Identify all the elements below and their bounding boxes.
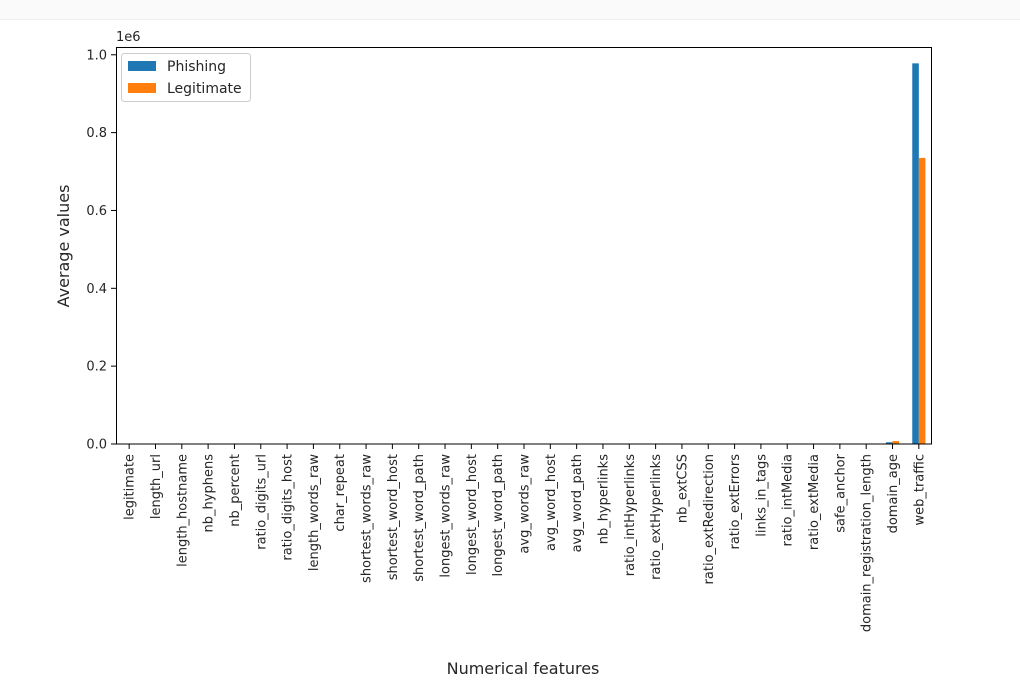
x-tick-label-length_url: length_url bbox=[149, 454, 164, 519]
top-banner-strip bbox=[0, 0, 1020, 20]
x-tick-label-domain_age: domain_age bbox=[886, 454, 901, 533]
legend-swatch-legitimate bbox=[128, 83, 156, 93]
x-tick-label-ratio_extMedia: ratio_extMedia bbox=[807, 454, 822, 550]
x-tick-label-char_repeat: char_repeat bbox=[333, 454, 348, 532]
x-tick-label-shortest_word_path: shortest_word_path bbox=[412, 454, 427, 582]
bar-legitimate-web_traffic bbox=[918, 157, 926, 444]
x-tick-label-safe_anchor: safe_anchor bbox=[833, 453, 848, 532]
bar-phishing-web_traffic bbox=[912, 63, 919, 444]
legend-label-legitimate: Legitimate bbox=[167, 81, 242, 97]
y-tick-label: 1.0 bbox=[86, 48, 107, 63]
x-tick-label-ratio_digits_host: ratio_digits_host bbox=[281, 454, 296, 561]
x-tick-label-avg_word_host: avg_word_host bbox=[544, 454, 559, 551]
x-tick-label-legitimate: legitimate bbox=[123, 454, 138, 520]
x-tick-label-ratio_extRedirection: ratio_extRedirection bbox=[702, 454, 717, 584]
x-tick-label-longest_words_raw: longest_words_raw bbox=[439, 454, 454, 578]
x-tick-label-avg_words_raw: avg_words_raw bbox=[518, 454, 533, 554]
x-tick-label-nb_hyphens: nb_hyphens bbox=[202, 454, 217, 533]
y-tick-label: 0.2 bbox=[86, 360, 107, 375]
x-axis-label: Numerical features bbox=[447, 659, 600, 678]
y-offset-label: 1e6 bbox=[116, 30, 141, 45]
x-tick-label-shortest_words_raw: shortest_words_raw bbox=[360, 454, 375, 583]
x-tick-label-length_words_raw: length_words_raw bbox=[307, 454, 322, 571]
x-tick-label-ratio_intMedia: ratio_intMedia bbox=[781, 454, 796, 546]
bar-legitimate-domain_age bbox=[892, 441, 900, 444]
x-tick-label-ratio_intHyperlinks: ratio_intHyperlinks bbox=[623, 454, 638, 576]
x-tick-label-longest_word_host: longest_word_host bbox=[465, 454, 480, 575]
y-tick-label: 0.6 bbox=[86, 204, 107, 219]
y-axis: 0.0 0.2 0.4 0.6 0.8 1.0 bbox=[86, 48, 116, 453]
x-tick-label-length_hostname: length_hostname bbox=[175, 454, 190, 567]
y-tick-label: 0.4 bbox=[86, 282, 107, 297]
x-tick-label-web_traffic: web_traffic bbox=[912, 454, 927, 526]
bar-phishing-domain_age bbox=[885, 442, 893, 444]
legend-swatch-phishing bbox=[128, 61, 156, 71]
legend: Phishing Legitimate bbox=[121, 53, 251, 102]
legend-label-phishing: Phishing bbox=[167, 59, 226, 75]
x-tick-label-nb_hyperlinks: nb_hyperlinks bbox=[596, 454, 611, 545]
top-banner-divider bbox=[0, 19, 1020, 20]
x-tick-label-ratio_digits_url: ratio_digits_url bbox=[254, 454, 269, 550]
x-tick-label-longest_word_path: longest_word_path bbox=[491, 454, 506, 576]
y-axis-label: Average values bbox=[54, 185, 73, 308]
x-tick-label-avg_word_path: avg_word_path bbox=[570, 454, 585, 552]
y-tick-label: 0.0 bbox=[86, 438, 107, 453]
x-tick-label-ratio_extHyperlinks: ratio_extHyperlinks bbox=[649, 454, 664, 580]
x-tick-label-domain_registration_length: domain_registration_length bbox=[860, 454, 875, 632]
plot-area bbox=[116, 47, 932, 445]
plot-frame bbox=[116, 47, 932, 444]
x-tick-label-nb_percent: nb_percent bbox=[228, 454, 243, 527]
x-tick-label-shortest_word_host: shortest_word_host bbox=[386, 454, 401, 580]
y-tick-label: 0.8 bbox=[86, 126, 107, 141]
x-axis: legitimate length_url length_hostname nb_hy… bbox=[123, 444, 927, 632]
x-tick-label-nb_extCSS: nb_extCSS bbox=[675, 454, 690, 523]
x-tick-label-links_in_tags: links_in_tags bbox=[754, 454, 769, 537]
x-tick-label-ratio_extErrors: ratio_extErrors bbox=[728, 454, 743, 550]
